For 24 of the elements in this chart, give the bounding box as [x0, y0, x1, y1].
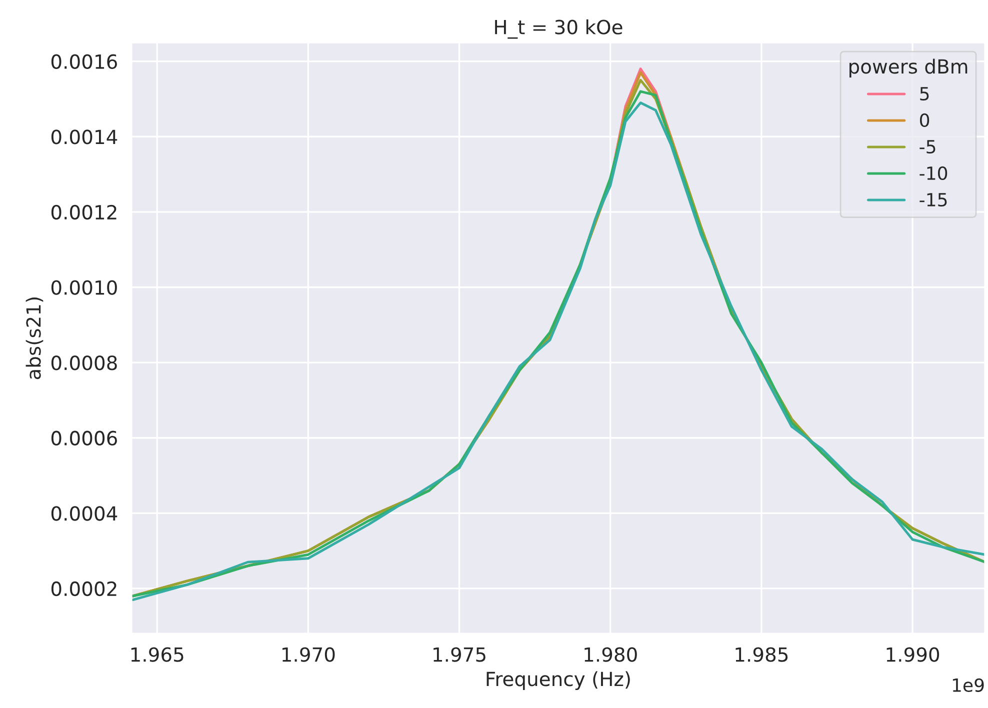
text: 1e9 [952, 678, 984, 692]
legend-label: -5 [920, 140, 936, 154]
y-tick-label: 0.0012 [51, 204, 116, 220]
y-tick-label: 0.0006 [51, 430, 117, 446]
x-tick-label: 1.970 [282, 647, 335, 662]
legend-label: 0 [920, 113, 930, 128]
x-tick-label: 1.980 [584, 647, 637, 662]
legend-label: -10 [920, 166, 948, 180]
x-tick-label: 1.965 [131, 647, 184, 662]
x-axis-title: Frequency (Hz) [486, 671, 630, 690]
y-tick-label: 0.0016 [51, 54, 117, 69]
y-tick-label: 0.0002 [51, 581, 116, 596]
x-tick-label: 1.990 [886, 647, 940, 662]
y-axis-title: abs(s21) [26, 298, 44, 380]
y-tick-label: 0.0004 [51, 506, 118, 521]
legend-title: powers dBm [850, 58, 968, 78]
y-tick-label: 0.0014 [51, 130, 118, 144]
x-tick-label: 1.975 [434, 647, 486, 662]
legend-label: 5 [920, 87, 929, 101]
legend-label: -15 [920, 193, 947, 207]
x-tick-label: 1.985 [736, 647, 788, 662]
chart-title: H_t = 30 kOe [495, 19, 622, 39]
y-tick-label: 0.0008 [51, 356, 117, 370]
y-tick-label: 0.0010 [51, 280, 117, 295]
